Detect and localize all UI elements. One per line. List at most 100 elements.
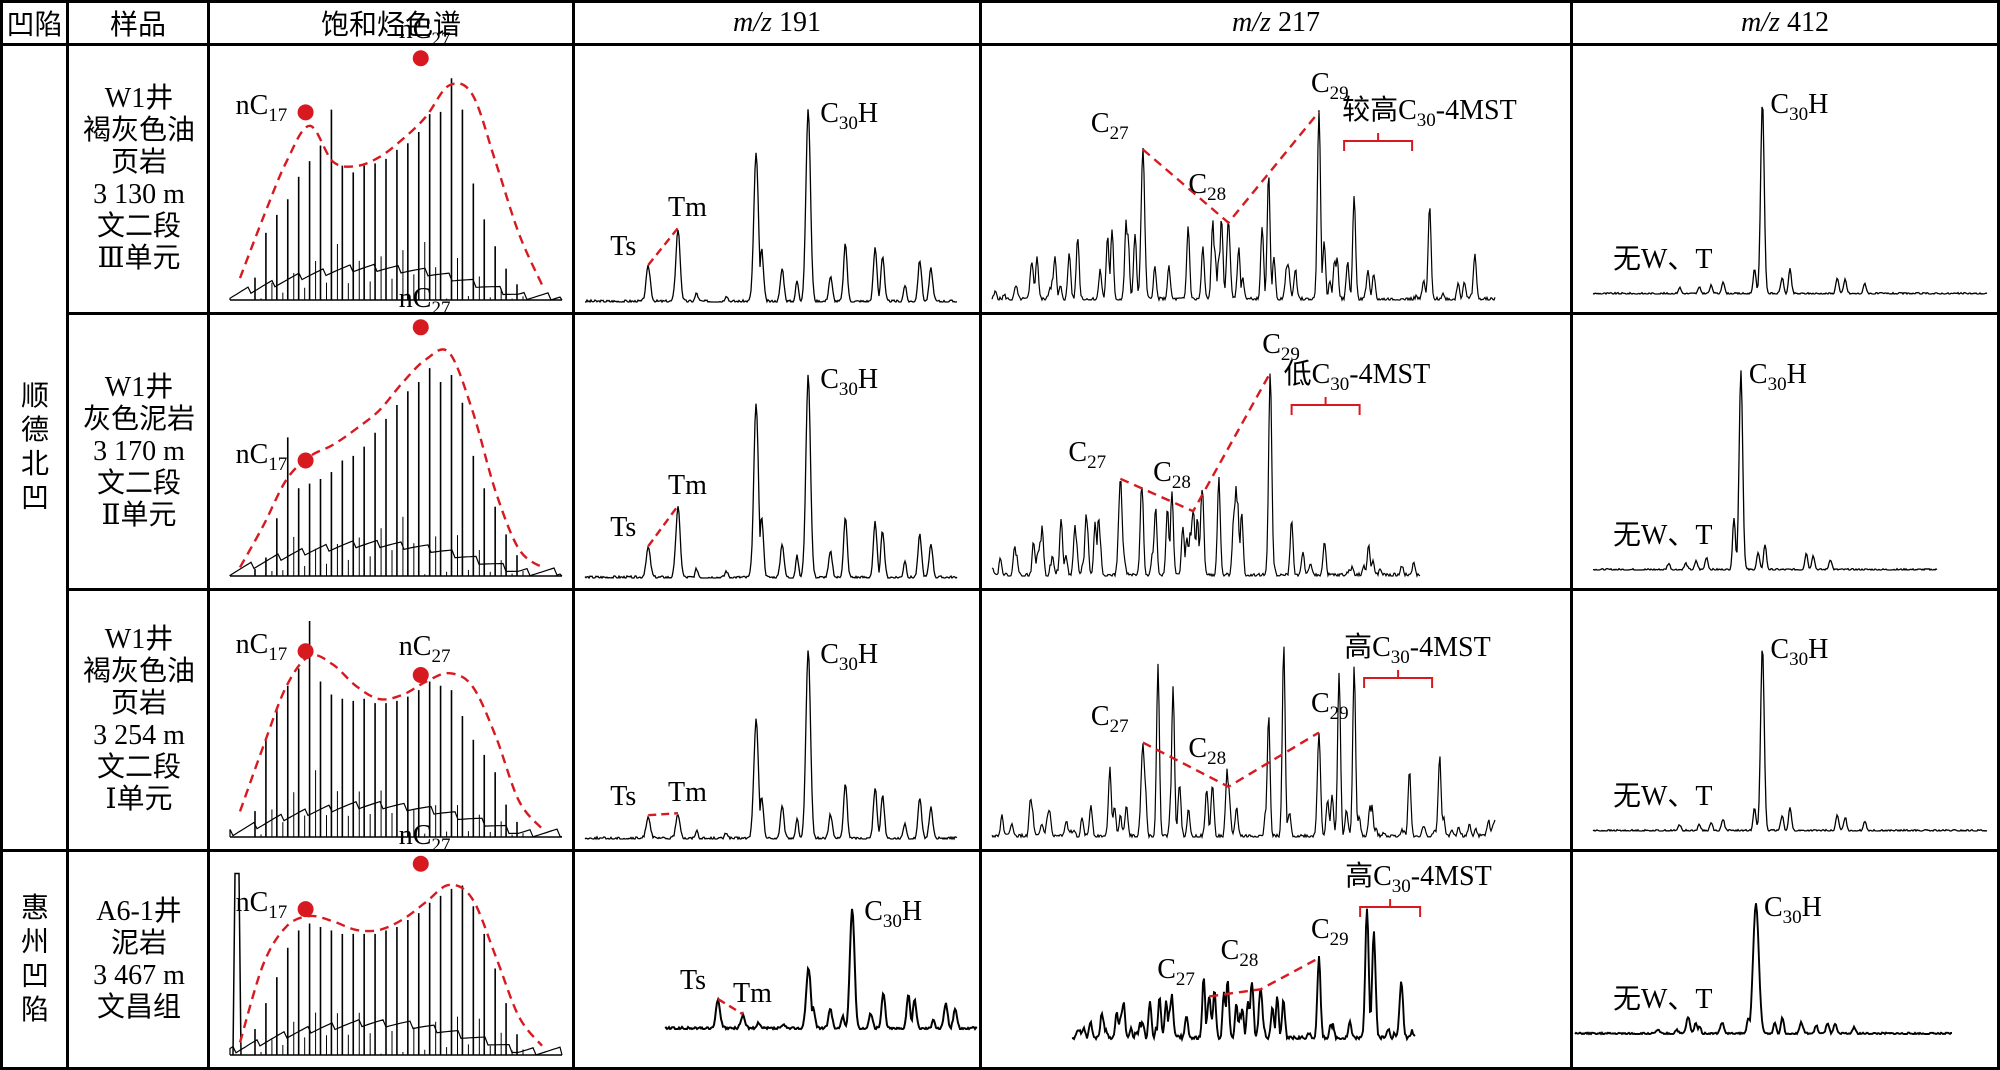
sample-line: 页岩 xyxy=(110,147,167,178)
baseline-hump xyxy=(229,539,563,577)
saturate-chromatogram-row2: nC17 nC27 xyxy=(210,285,572,588)
label-no-w-t: 无W、T xyxy=(1613,781,1713,812)
envelope-curve xyxy=(238,883,543,1047)
label-nc27: nC27 xyxy=(399,16,451,50)
label-c29: C29 xyxy=(1311,916,1349,950)
grid-col-6 xyxy=(1997,0,2000,1070)
mz-prefix: m/z xyxy=(1232,6,1271,38)
label-part: C xyxy=(1763,891,1783,923)
label-c30h: C30H xyxy=(820,100,878,134)
sample-label-row2: W1井 灰色泥岩 3 170 m 文二段 Ⅱ单元 xyxy=(70,315,208,588)
sample-line: 3 170 m xyxy=(93,435,185,467)
marker-nc27 xyxy=(412,667,429,683)
label-ts: Ts xyxy=(610,781,637,813)
sample-line: Ⅰ单元 xyxy=(105,784,173,815)
label-part: H xyxy=(1786,358,1807,390)
sample-line: A6-1井 xyxy=(96,895,182,927)
label-part: 30 xyxy=(1330,374,1350,395)
label-c27: C27 xyxy=(1157,954,1195,990)
saturate-chromatogram-row4: nC17 nC27 xyxy=(210,821,572,1067)
label-part: C xyxy=(1068,436,1088,468)
solvent-peak xyxy=(232,872,242,1056)
sample-line: 3 130 m xyxy=(93,179,185,210)
label-part: 28 xyxy=(1207,183,1227,205)
mz191-chromatogram-row1: Ts Tm C30H xyxy=(575,46,979,312)
label-part: 高C xyxy=(1344,632,1391,663)
basin-char: 顺 xyxy=(20,380,49,412)
label-part: 27 xyxy=(1175,969,1195,991)
label-part: 30 xyxy=(1390,647,1410,668)
label-c28: C28 xyxy=(1188,732,1226,768)
label-part: 29 xyxy=(1329,82,1349,104)
basin-char: 陷 xyxy=(20,994,49,1026)
mz191-trace xyxy=(584,650,958,841)
label-ts: Ts xyxy=(610,230,637,262)
basin-label-huizhou: 惠 州 凹 陷 xyxy=(4,852,66,1067)
mz191-chromatogram-row2-svg xyxy=(584,374,958,580)
label-part: C xyxy=(1220,935,1240,967)
mz217-chromatogram-row2: C27 C28 C29 低C30-4MST xyxy=(982,315,1570,588)
label-part: C xyxy=(1153,457,1172,489)
label-part: nC xyxy=(398,819,432,851)
envelope-curve xyxy=(238,82,544,286)
label-part: C xyxy=(820,638,839,670)
label-part: C xyxy=(1188,732,1208,764)
label-part: nC xyxy=(235,629,269,661)
label-part: H xyxy=(857,638,879,670)
grid-line-header xyxy=(0,43,2000,46)
mz217-chromatogram-row1: C27 C28 C29 较高C30-4MST xyxy=(982,46,1570,312)
mz217-chromatogram-row1-svg xyxy=(991,110,1496,302)
baseline-hump xyxy=(229,800,563,838)
mz191-trace xyxy=(584,374,958,580)
saturate-chromatogram-row3: nC17 nC27 xyxy=(210,591,572,849)
mz191-chromatogram-row4-svg xyxy=(664,908,978,1031)
label-c28: C28 xyxy=(1153,457,1191,493)
mst-bracket xyxy=(1359,899,1422,917)
mz217-chromatogram-row3-svg xyxy=(991,646,1496,840)
label-part: C xyxy=(1157,954,1176,986)
label-part: 27 xyxy=(431,298,451,320)
grid-col-1 xyxy=(66,0,69,1070)
header-saturate: 饱和烃色谱 xyxy=(320,9,461,41)
mst-bracket xyxy=(1343,133,1414,151)
label-c29: C29 xyxy=(1310,67,1349,103)
label-c30-4mst: 高C30-4MST xyxy=(1344,632,1491,668)
label-nc17: nC17 xyxy=(236,440,288,474)
label-tm: Tm xyxy=(668,469,707,501)
mz191-chromatogram-row4: Ts Tm C30H xyxy=(575,852,979,1067)
label-c29: C29 xyxy=(1262,330,1300,364)
sample-line: Ⅱ单元 xyxy=(101,499,177,531)
label-part: 17 xyxy=(268,105,288,127)
header-sample: 样品 xyxy=(109,9,166,41)
label-part: C xyxy=(1310,67,1330,99)
label-tm: Tm xyxy=(668,777,707,809)
label-part: 29 xyxy=(1280,343,1300,365)
label-part: 17 xyxy=(268,902,288,924)
mst-bracket xyxy=(1363,670,1434,688)
sample-line: 文二段 xyxy=(96,467,181,499)
label-part: C xyxy=(820,363,839,395)
label-part: nC xyxy=(398,631,432,662)
label-ts: Ts xyxy=(610,512,637,544)
ts-tm-link xyxy=(717,998,744,1016)
mz-prefix: m/z xyxy=(733,6,772,38)
sterane-trend-line xyxy=(1142,731,1320,789)
baseline-hump xyxy=(229,263,563,301)
label-part: C xyxy=(1748,358,1768,390)
mz191-trace xyxy=(584,109,958,304)
mz412-chromatogram-row2-svg xyxy=(1592,370,1938,572)
sample-line: 页岩 xyxy=(110,688,167,719)
basin-char: 凹 xyxy=(20,482,49,514)
marker-nc17 xyxy=(297,643,314,660)
label-c30-4mst: 较高C30-4MST xyxy=(1342,97,1517,131)
marker-nc17 xyxy=(297,452,314,469)
basin-char: 凹 xyxy=(20,960,49,992)
mz217-chromatogram-row2-svg xyxy=(991,372,1421,578)
marker-nc17 xyxy=(297,104,314,121)
label-c27: C27 xyxy=(1068,436,1106,472)
label-nc17: nC17 xyxy=(236,92,288,126)
label-c30h: C30H xyxy=(864,898,922,932)
basin-char: 德 xyxy=(20,414,49,446)
grid-col-5 xyxy=(1570,0,1573,1070)
mz412-chromatogram-row1-svg xyxy=(1592,106,1988,296)
